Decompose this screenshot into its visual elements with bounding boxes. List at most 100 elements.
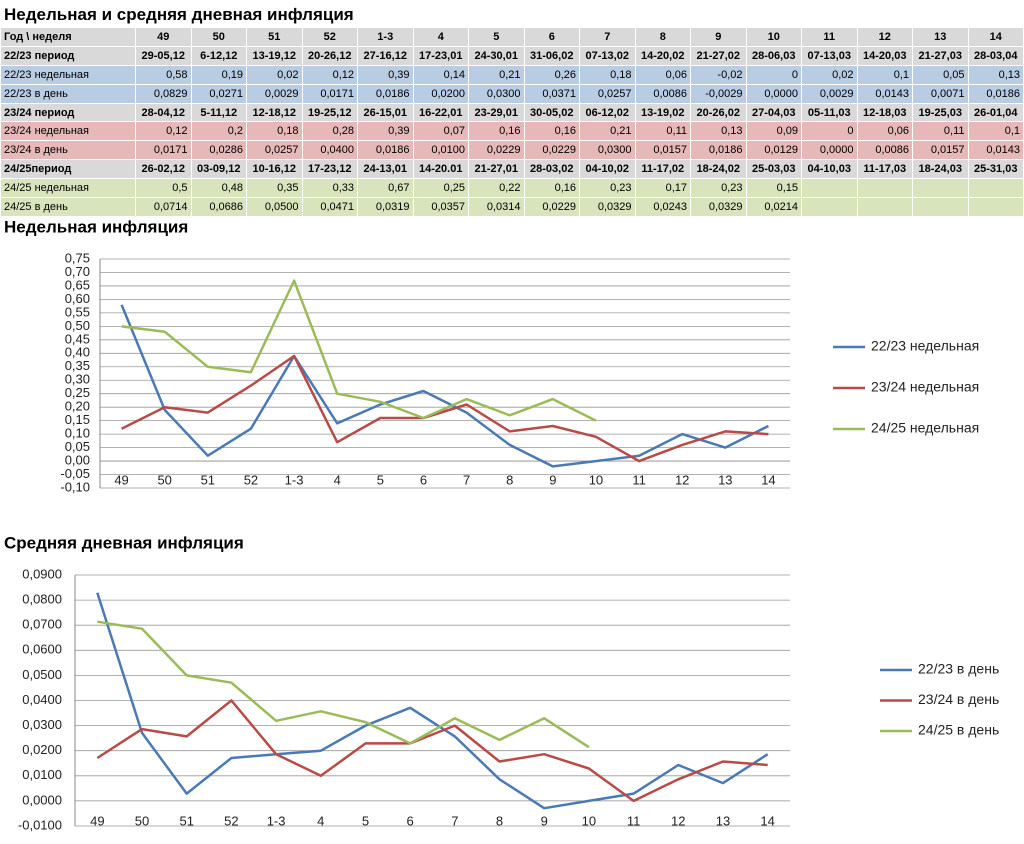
y-tick-label: 0,65 <box>65 277 90 292</box>
x-tick-label: 52 <box>224 813 238 828</box>
cell: 0,0214 <box>745 197 802 217</box>
cell: 0,0229 <box>523 197 580 217</box>
cell: 13-19,12 <box>246 45 303 66</box>
cell: 0,0071 <box>912 83 969 104</box>
empty-cell <box>856 178 913 199</box>
table-row: 24/25период 26-02,12 03-09,12 10-16,12 17-23… <box>0 159 1024 180</box>
cell: 0,0186 <box>357 140 414 161</box>
cell: 06-12,02 <box>579 102 636 123</box>
cell: 0 <box>745 64 802 85</box>
table-row: 23/24 период 28-04,12 5-11,12 12-18,12 19-25… <box>0 102 1024 123</box>
y-tick-label: 0,00 <box>65 452 90 467</box>
x-tick-label: 4 <box>317 813 324 828</box>
cell: 14-20.01 <box>412 159 469 180</box>
y-tick-label: 0,0100 <box>22 767 62 782</box>
cell: 0,0157 <box>912 140 969 161</box>
y-tick-label: 0,0000 <box>22 792 62 807</box>
cell: 0,0314 <box>468 197 525 217</box>
line-series <box>97 620 590 749</box>
row-label: 22/23 период <box>0 45 136 66</box>
cell: 0,23 <box>579 178 636 199</box>
cell: 0,28 <box>301 121 358 142</box>
cell: 0,16 <box>523 121 580 142</box>
cell: 21-27,02 <box>690 45 747 66</box>
cell: 19-25,03 <box>912 102 969 123</box>
y-tick-label: 0,0800 <box>22 592 62 607</box>
y-tick-label: 0,0600 <box>22 642 62 657</box>
cell: 0,0100 <box>412 140 469 161</box>
cell: 0,11 <box>912 121 969 142</box>
cell: 0,0500 <box>246 197 303 217</box>
cell: 0,39 <box>357 121 414 142</box>
cell: 20-26,12 <box>301 45 358 66</box>
x-tick-label: 51 <box>179 813 193 828</box>
cell: 0,0000 <box>745 83 802 104</box>
cell: 0,0371 <box>523 83 580 104</box>
cell: 04-10,02 <box>579 159 636 180</box>
empty-cell <box>967 178 1024 199</box>
x-tick-label: 51 <box>201 472 215 487</box>
x-tick-label: 6 <box>420 472 427 487</box>
empty-cell <box>856 197 913 217</box>
y-tick-label: 0,0300 <box>22 717 62 732</box>
cell: 0,16 <box>523 178 580 199</box>
cell: 0,21 <box>468 64 525 85</box>
header-cell: 7 <box>579 27 636 47</box>
cell: 0,0300 <box>468 83 525 104</box>
cell: 05-11,03 <box>801 102 858 123</box>
cell: 14-20,03 <box>856 45 913 66</box>
x-tick-label: 1-3 <box>285 472 304 487</box>
cell: 0,0271 <box>190 83 247 104</box>
table-row: 23/24 в день 0,0171 0,0286 0,0257 0,0400 0,01… <box>0 140 1024 161</box>
cell: 0 <box>801 121 858 142</box>
y-tick-label: 0,50 <box>65 318 90 333</box>
x-tick-label: 11 <box>632 472 646 487</box>
header-cell: 9 <box>690 27 747 47</box>
cell: 6-12,12 <box>190 45 247 66</box>
cell: 0,0086 <box>634 83 691 104</box>
cell: 11-17,02 <box>634 159 691 180</box>
x-tick-label: 7 <box>463 472 470 487</box>
x-tick-label: 12 <box>671 813 685 828</box>
table-row: 22/23 период 29-05,12 6-12,12 13-19,12 20-26… <box>0 45 1024 66</box>
line-series <box>121 354 769 463</box>
cell: 0,0229 <box>523 140 580 161</box>
cell: 0,35 <box>246 178 303 199</box>
y-tick-label: -0,05 <box>60 466 90 481</box>
cell: 0,0286 <box>190 140 247 161</box>
cell: 0,0143 <box>967 140 1024 161</box>
cell: 0,0171 <box>135 140 192 161</box>
cell: 0,0257 <box>246 140 303 161</box>
cell: 0,0471 <box>301 197 358 217</box>
cell: 20-26,02 <box>690 102 747 123</box>
cell: 0,0200 <box>412 83 469 104</box>
x-tick-label: 11 <box>627 813 641 828</box>
cell: 0,16 <box>468 121 525 142</box>
cell: 0,58 <box>135 64 192 85</box>
cell: 0,0171 <box>301 83 358 104</box>
cell: 0,12 <box>301 64 358 85</box>
cell: 0,0319 <box>357 197 414 217</box>
cell: 0,0086 <box>856 140 913 161</box>
cell: 12-18,03 <box>856 102 913 123</box>
x-tick-label: 9 <box>549 472 556 487</box>
x-tick-label: 50 <box>157 472 171 487</box>
y-tick-label: 0,0500 <box>22 667 62 682</box>
cell: 0,12 <box>135 121 192 142</box>
y-tick-label: 0,35 <box>65 358 90 373</box>
cell: 0,06 <box>856 121 913 142</box>
cell: 0,19 <box>190 64 247 85</box>
x-tick-label: 13 <box>716 813 730 828</box>
y-tick-label: 0,30 <box>65 372 90 387</box>
cell: 0,5 <box>135 178 192 199</box>
cell: 03-09,12 <box>190 159 247 180</box>
cell: 23-29,01 <box>468 102 525 123</box>
header-cell: 5 <box>468 27 525 47</box>
cell: 25-03,03 <box>745 159 802 180</box>
line-series <box>121 279 597 422</box>
legend-label: 23/24 в день <box>918 691 999 707</box>
cell: 28-06,03 <box>745 45 802 66</box>
y-tick-label: 0,40 <box>65 345 90 360</box>
y-tick-label: 0,15 <box>65 412 90 427</box>
